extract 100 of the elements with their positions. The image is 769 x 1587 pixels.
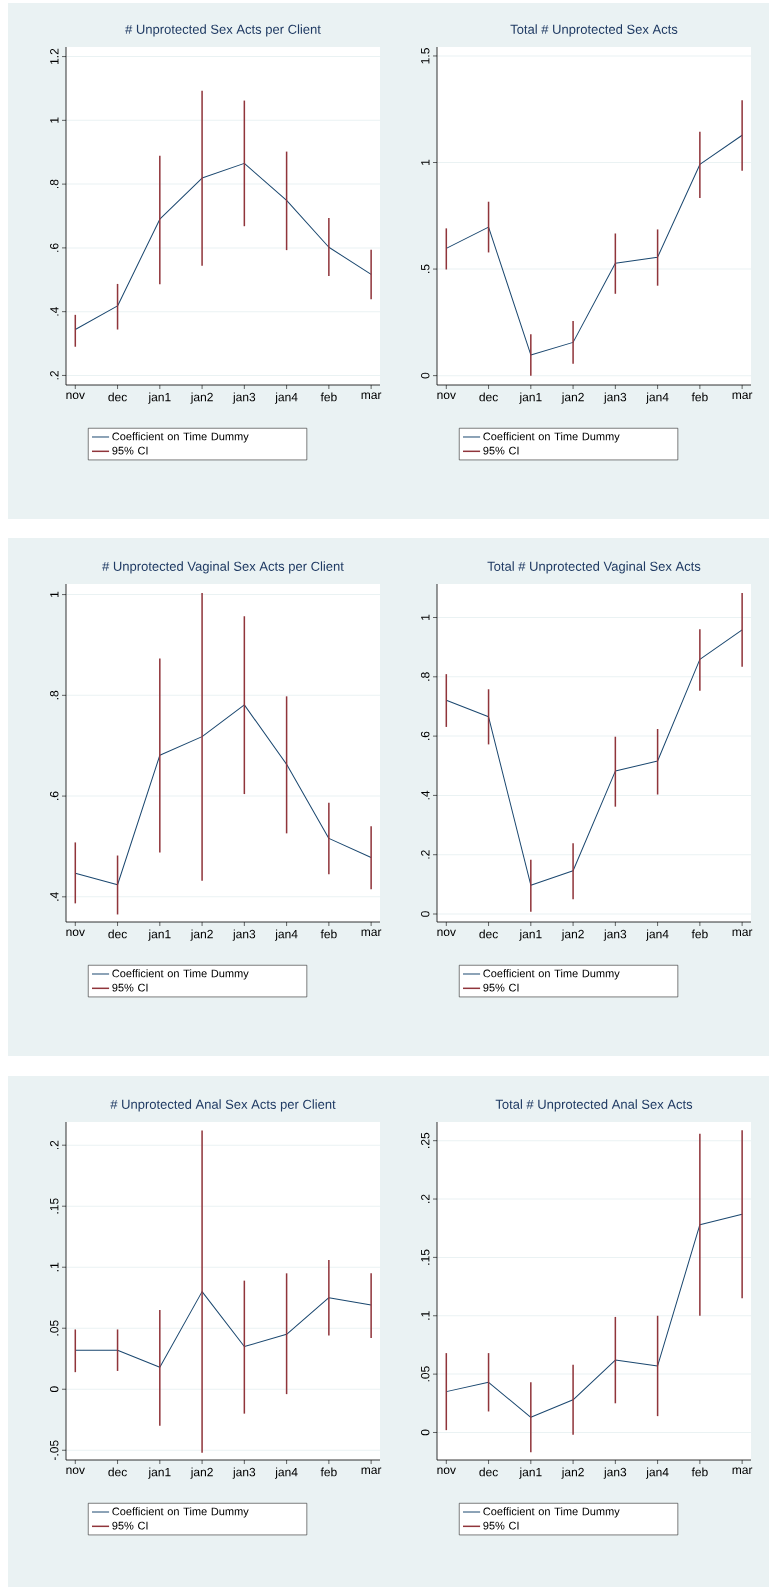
y-tick-label: .2 [421, 850, 430, 859]
x-tick-label: dec [479, 929, 498, 939]
x-tick-label: jan4 [645, 392, 669, 404]
x-tick-label: nov [66, 392, 85, 400]
x-tick-label: jan3 [232, 1467, 256, 1479]
x-tick-label: nov [437, 929, 456, 937]
x-tick-label: dec [108, 392, 127, 402]
x-tick-label: jan2 [190, 1467, 213, 1479]
x-tick-label: nov [66, 929, 85, 937]
x-tick-label: jan1 [519, 1467, 542, 1479]
x-tick-label: dec [108, 929, 127, 939]
x-tick-label: jan4 [645, 929, 669, 941]
x-tick-label: mar [361, 929, 382, 937]
x-tick-label: feb [691, 392, 708, 402]
y-tick-label: .1 [421, 1311, 430, 1320]
legend-label: Coefficient on Time Dummy [112, 1507, 249, 1518]
line-series [74, 162, 372, 331]
y-tick-label: 1 [50, 591, 59, 598]
x-tick-label: jan1 [148, 392, 171, 404]
legend-label: 95% CI [112, 983, 148, 992]
y-tick-label: .25 [420, 1132, 430, 1148]
x-tick-label: mar [732, 392, 753, 400]
x-tick-label: feb [320, 1467, 337, 1477]
y-tick-label: .5 [421, 264, 430, 273]
y-tick-label: .05 [420, 1366, 430, 1382]
y-tick-label: .8 [420, 672, 430, 681]
x-tick-label: dec [108, 1467, 127, 1477]
x-tick-label: jan2 [561, 392, 584, 404]
y-tick-label: .4 [50, 307, 59, 316]
x-tick-label: dec [479, 392, 498, 402]
x-tick-label: mar [732, 929, 753, 937]
legend-label: Coefficient on Time Dummy [483, 432, 620, 443]
legend-label: Coefficient on Time Dummy [483, 969, 620, 980]
x-tick-label: jan1 [148, 1467, 171, 1479]
line-series [445, 1213, 743, 1418]
x-tick-label: nov [66, 1467, 85, 1475]
y-tick-label: .2 [50, 371, 59, 380]
x-tick-label: jan4 [274, 929, 298, 941]
x-tick-label: feb [320, 392, 337, 402]
x-tick-label: jan2 [190, 929, 213, 941]
legend-label: 95% CI [483, 983, 519, 992]
y-tick-label: 0 [420, 1429, 430, 1436]
x-tick-label: jan1 [148, 929, 171, 941]
x-tick-label: mar [732, 1467, 753, 1475]
x-tick-label: jan3 [232, 392, 256, 404]
x-tick-label: jan3 [603, 1467, 627, 1479]
x-tick-label: jan1 [519, 929, 542, 941]
x-tick-label: feb [691, 1467, 708, 1477]
y-tick-label: .05 [49, 1320, 59, 1336]
x-tick-label: mar [361, 392, 382, 400]
y-tick-label: .6 [49, 791, 59, 800]
line-series [445, 134, 743, 356]
legend-label: 95% CI [483, 446, 519, 455]
x-tick-label: jan4 [645, 1467, 669, 1479]
x-tick-label: jan2 [190, 392, 213, 404]
x-tick-label: jan4 [274, 1467, 298, 1479]
y-tick-label: .2 [50, 1140, 59, 1150]
x-tick-label: dec [479, 1467, 498, 1477]
chart-title: Total # Unprotected Vaginal Sex Acts [487, 561, 701, 574]
y-tick-label: .6 [420, 731, 430, 741]
y-tick-label: 0 [420, 372, 430, 379]
chart-title: # Unprotected Vaginal Sex Acts per Client [102, 561, 344, 574]
chart-title: # Unprotected Anal Sex Acts per Client [110, 1099, 336, 1112]
y-tick-label: .8 [49, 690, 59, 700]
y-tick-label: 1 [421, 159, 430, 165]
line-series [74, 1291, 372, 1368]
y-tick-label: .4 [50, 892, 59, 901]
y-tick-label: 1 [50, 117, 59, 123]
x-tick-label: nov [437, 392, 456, 400]
y-tick-label: 0 [49, 1386, 59, 1393]
y-tick-label: .6 [49, 243, 59, 252]
legend-label: 95% CI [483, 1521, 519, 1530]
x-tick-label: jan2 [561, 1467, 584, 1479]
line-series [74, 704, 372, 886]
chart-title: Total # Unprotected Anal Sex Acts [495, 1099, 693, 1112]
x-tick-label: jan3 [232, 929, 256, 941]
x-tick-label: jan3 [603, 392, 627, 404]
chart-title: Total # Unprotected Sex Acts [510, 24, 678, 37]
legend-label: Coefficient on Time Dummy [483, 1507, 620, 1518]
y-tick-label: -.05 [49, 1440, 59, 1461]
line-series [445, 629, 743, 886]
y-tick-label: .2 [421, 1194, 430, 1203]
x-tick-label: nov [437, 1467, 456, 1475]
x-tick-label: jan1 [519, 392, 542, 404]
legend-label: 95% CI [112, 446, 148, 455]
y-tick-label: 1 [421, 614, 430, 620]
x-tick-label: mar [361, 1467, 382, 1475]
x-tick-label: jan3 [603, 929, 627, 941]
x-tick-label: feb [691, 929, 708, 939]
legend-label: Coefficient on Time Dummy [112, 432, 249, 443]
x-tick-label: feb [320, 929, 337, 939]
legend-label: 95% CI [112, 1521, 148, 1530]
y-tick-label: .4 [421, 790, 430, 800]
y-tick-label: 1.2 [50, 48, 59, 64]
x-tick-label: jan4 [274, 392, 298, 404]
y-tick-label: 1.5 [421, 48, 430, 64]
x-tick-label: jan2 [561, 929, 584, 941]
y-tick-label: 0 [420, 911, 430, 917]
chart-title: # Unprotected Sex Acts per Client [125, 24, 321, 37]
y-tick-label: .15 [50, 1198, 59, 1214]
